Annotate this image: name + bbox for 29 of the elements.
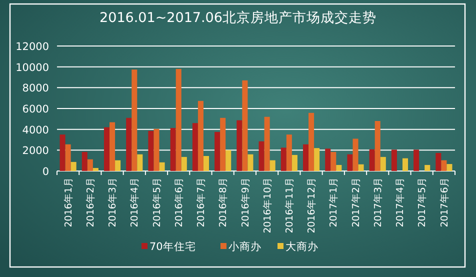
x-tick-label: 2017年3月 xyxy=(372,177,384,228)
x-tick-label: 2016年6月 xyxy=(172,177,185,228)
y-tick-label: 4000 xyxy=(22,124,49,136)
x-tick-label: 2016年10月 xyxy=(261,177,274,234)
legend-label: 小商办 xyxy=(228,240,262,253)
y-tick-label: 10000 xyxy=(16,62,49,74)
y-tick-label: 8000 xyxy=(22,82,49,95)
y-tick-label: 6000 xyxy=(22,104,49,116)
x-tick-label: 2016年3月 xyxy=(106,177,119,228)
y-tick-label: 0 xyxy=(42,166,49,178)
x-tick-label: 2017年2月 xyxy=(350,177,362,228)
legend-label: 大商办 xyxy=(286,240,318,253)
x-tick-label: 2016年5月 xyxy=(150,177,163,228)
x-tick-label: 2016年4月 xyxy=(128,177,141,228)
x-tick-label: 2016年11月 xyxy=(283,177,296,234)
chart-title: 2016.01~2017.06北京房地产市场成交走势 xyxy=(100,10,376,26)
y-tick-label: 2000 xyxy=(22,145,49,158)
x-tick-label: 2016年9月 xyxy=(239,177,252,228)
x-tick-label: 2016年1月 xyxy=(62,177,74,228)
y-tick-label: 12000 xyxy=(16,41,49,53)
x-tick-label: 2016年8月 xyxy=(217,177,230,228)
x-tick-label: 2016年7月 xyxy=(195,177,208,228)
x-tick-label: 2016年12月 xyxy=(306,177,318,234)
x-tick-label: 2016年2月 xyxy=(84,177,96,228)
x-tick-label: 2017年1月 xyxy=(328,177,340,228)
x-tick-label: 2017年4月 xyxy=(394,177,406,228)
x-tick-label: 2017年6月 xyxy=(438,177,450,228)
legend-label: 70年住宅 xyxy=(150,240,196,253)
x-tick-label: 2017年5月 xyxy=(416,177,428,228)
